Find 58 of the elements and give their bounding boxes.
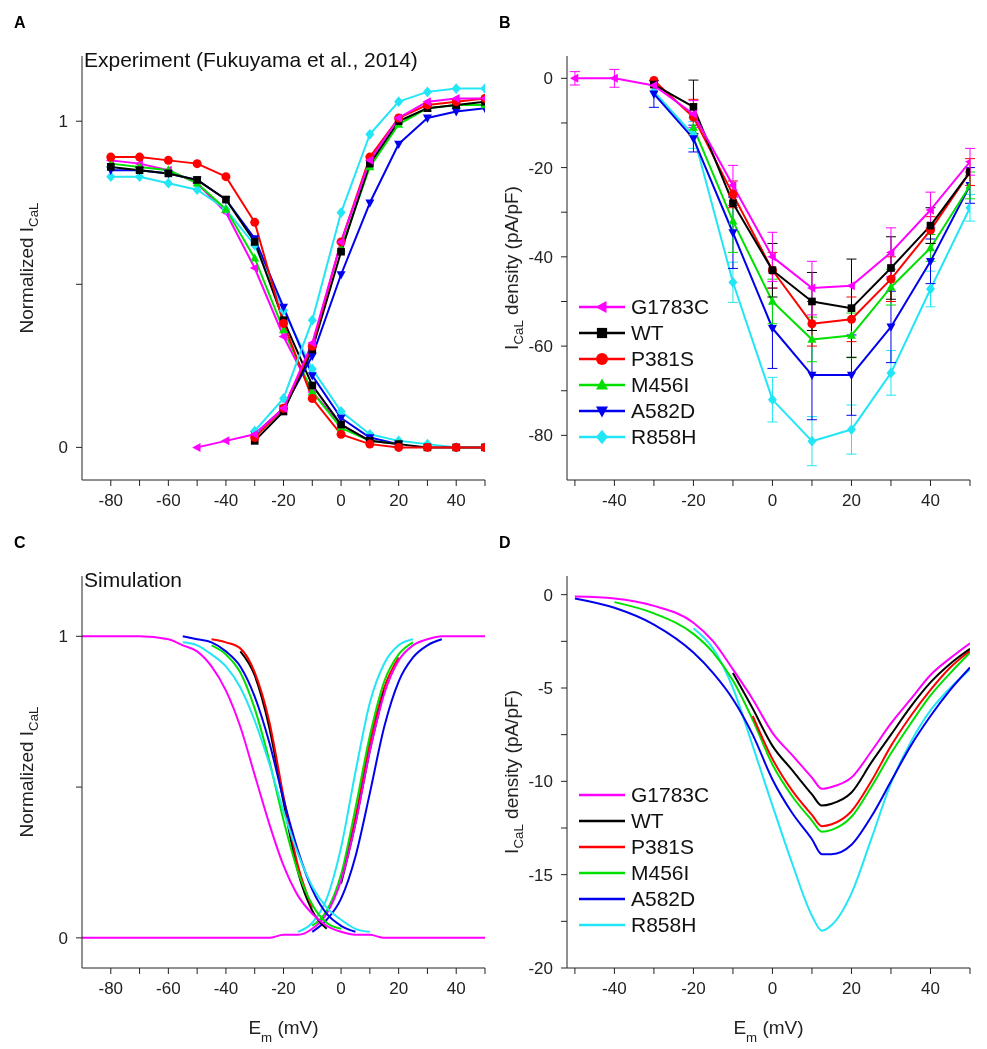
legend-label: R858H bbox=[631, 425, 697, 449]
y-tick-label: 1 bbox=[58, 112, 68, 132]
chart-title: B bbox=[499, 14, 511, 32]
x-tick-label: -80 bbox=[98, 979, 124, 998]
x-tick-label: 0 bbox=[767, 491, 778, 510]
legend-label: A582D bbox=[631, 399, 696, 423]
legend-label: G1783C bbox=[631, 295, 710, 319]
x-tick-label: 40 bbox=[446, 491, 466, 510]
x-tick-label: -60 bbox=[156, 979, 181, 998]
y-tick-label: 0 bbox=[58, 928, 68, 948]
legend-label: M456I bbox=[631, 861, 690, 885]
legend-label: WT bbox=[631, 321, 664, 345]
chart-title: A bbox=[14, 14, 26, 32]
legend-label: A582D bbox=[631, 887, 696, 911]
x-axis-title: E$_{m}$ (mV) bbox=[248, 1017, 319, 1045]
legend-label: P381S bbox=[631, 347, 695, 371]
y-tick-label: -60 bbox=[528, 337, 553, 357]
y-tick-label: -80 bbox=[528, 426, 553, 446]
x-tick-label: -80 bbox=[98, 491, 124, 510]
x-tick-label: -20 bbox=[681, 979, 706, 998]
y-tick-label: 0 bbox=[58, 438, 68, 458]
y-tick-label: 0 bbox=[543, 69, 553, 89]
legend-label: R858H bbox=[631, 913, 697, 937]
y-tick-label: 1 bbox=[58, 627, 68, 647]
legend-label: P381S bbox=[631, 835, 695, 859]
x-tick-label: 20 bbox=[842, 979, 861, 998]
y-tick-label: 0 bbox=[543, 585, 553, 605]
legend-label: M456I bbox=[631, 373, 690, 397]
x-tick-label: -20 bbox=[271, 491, 296, 510]
x-tick-label: 20 bbox=[389, 491, 409, 510]
x-tick-label: -20 bbox=[271, 979, 296, 998]
x-axis-title: E$_{m}$ (mV) bbox=[733, 1017, 804, 1045]
x-tick-label: 40 bbox=[921, 491, 940, 510]
annotation: Experiment (Fukuyama et al., 2014) bbox=[84, 48, 418, 72]
y-tick-label: -40 bbox=[528, 247, 553, 267]
x-tick-label: 0 bbox=[767, 979, 778, 998]
legend-label: WT bbox=[631, 809, 664, 833]
chart-title: D bbox=[499, 534, 511, 552]
x-tick-label: -40 bbox=[213, 979, 239, 998]
x-tick-label: -40 bbox=[602, 491, 627, 510]
annotation: Simulation bbox=[84, 568, 183, 592]
x-tick-label: -40 bbox=[602, 979, 627, 998]
x-tick-label: -20 bbox=[681, 491, 706, 510]
x-tick-label: 0 bbox=[336, 979, 346, 998]
y-tick-label: -20 bbox=[528, 959, 553, 978]
x-tick-label: -40 bbox=[213, 491, 239, 510]
x-tick-label: -60 bbox=[156, 491, 181, 510]
chart-title: C bbox=[14, 534, 26, 552]
x-tick-label: 40 bbox=[921, 979, 940, 998]
x-tick-label: 0 bbox=[336, 491, 346, 510]
legend-label: G1783C bbox=[631, 783, 710, 807]
y-tick-label: -5 bbox=[537, 679, 553, 698]
x-tick-label: 20 bbox=[389, 979, 409, 998]
x-tick-label: 20 bbox=[842, 491, 861, 510]
y-tick-label: -15 bbox=[528, 865, 553, 885]
x-tick-label: 40 bbox=[446, 979, 466, 998]
y-tick-label: -20 bbox=[528, 158, 553, 178]
y-tick-label: -10 bbox=[528, 772, 553, 792]
